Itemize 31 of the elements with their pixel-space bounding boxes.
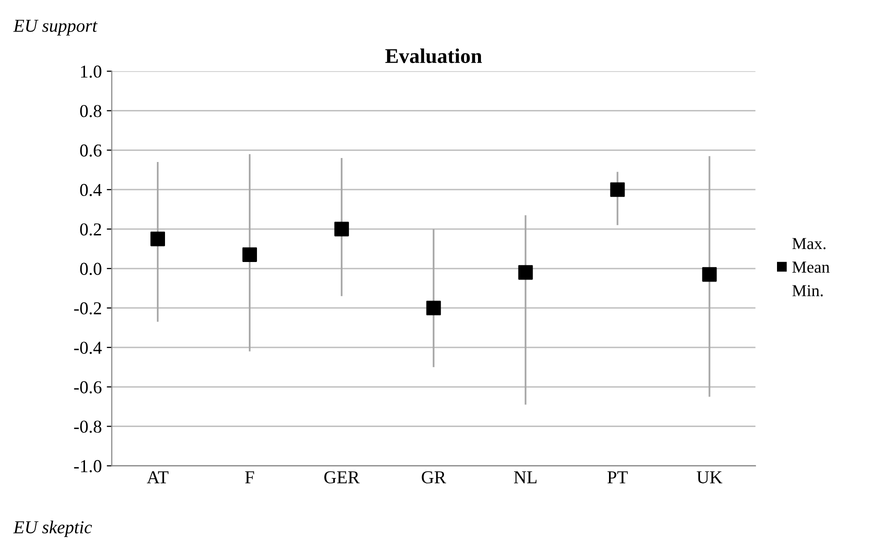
text: EU skeptic [13,520,92,538]
y-tick-label: -1.0 [74,460,102,472]
y-tick-label: 0.0 [80,262,102,276]
x-tick-label: AT [146,471,168,484]
point [426,300,441,316]
y-tick-label: 0.2 [80,223,102,236]
point [610,182,625,197]
x-tick-label: PT [607,471,628,484]
y-tick-label: 0.8 [80,104,102,118]
y-tick-label: -0.2 [74,302,102,314]
x-tick-label: GER [324,471,360,484]
text: Min. [792,285,823,296]
legend-label: Mean [792,262,830,273]
point [702,267,717,282]
y-tick-label: 0.6 [80,144,102,157]
y-tick-label: -0.4 [74,342,102,354]
x-tick-label: F [245,471,254,484]
text: Max. [792,238,826,250]
y-tick-label: -0.8 [74,420,102,433]
y-tick-label: -0.6 [74,381,102,394]
x-tick-label: NL [514,471,536,484]
point [518,265,533,280]
y-tick-label: 1.0 [81,65,102,78]
text: EU support [13,20,98,36]
point [150,232,166,246]
chart-title: Evaluation [385,48,482,64]
y-tick-label: 0.4 [80,184,102,196]
x-tick-label: UK [696,471,722,484]
point [334,222,349,236]
point [242,247,257,262]
x-tick-label: GR [422,471,446,484]
